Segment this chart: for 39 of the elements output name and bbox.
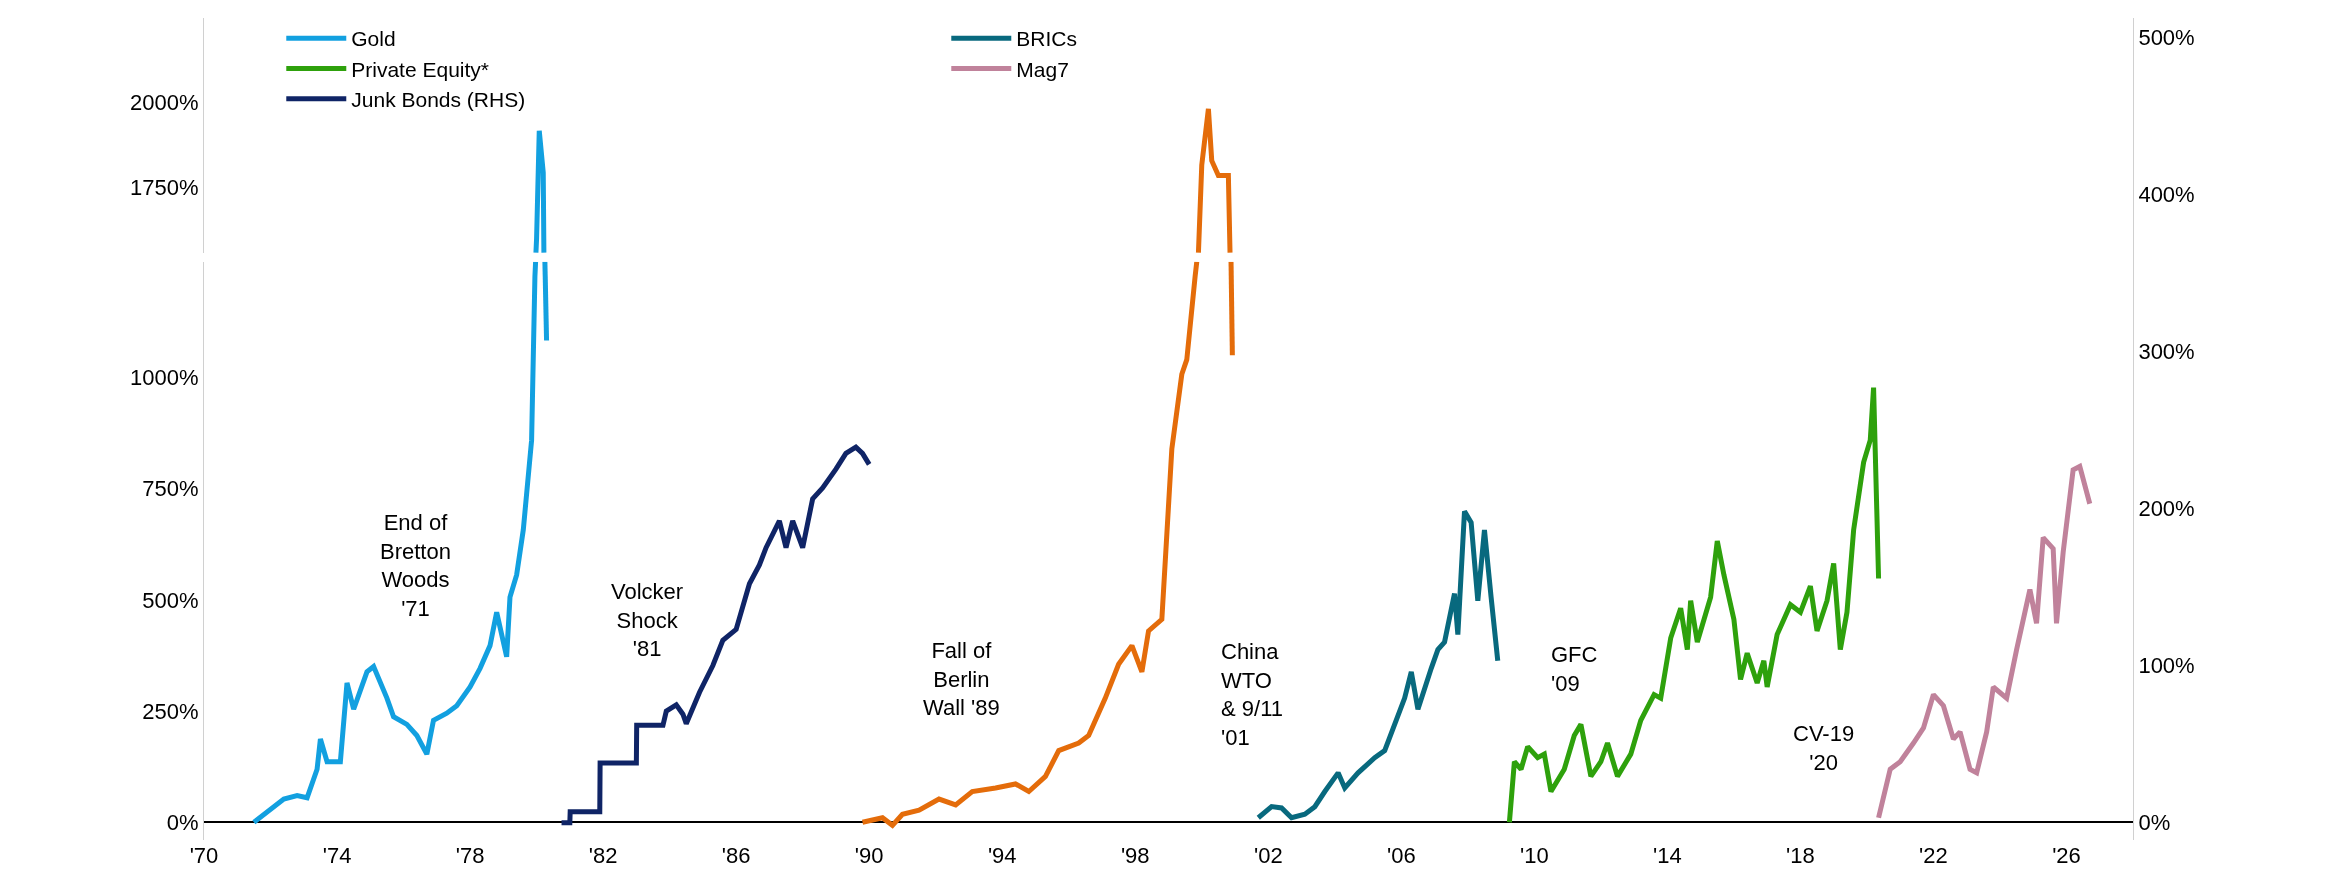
x-tick-label: '22 bbox=[1919, 843, 1948, 868]
y2-tick-label: 200% bbox=[2138, 496, 2195, 522]
y-tick-label: 500% bbox=[142, 587, 199, 613]
x-tick-label: '06 bbox=[1386, 843, 1416, 868]
x-tick-label: '02 bbox=[1253, 843, 1283, 868]
x-tick-label: '26 bbox=[2052, 843, 2081, 868]
y-tick-label: 1750% bbox=[130, 175, 199, 201]
y2-tick-label: 100% bbox=[2138, 653, 2195, 679]
x-tick-label: '18 bbox=[1786, 843, 1815, 868]
legend-label: BRICs bbox=[1016, 27, 1077, 51]
legend-label: Junk Bonds (RHS) bbox=[351, 87, 526, 111]
x-tick-label: '10 bbox=[1520, 843, 1549, 868]
x-tick-label: '86 bbox=[721, 843, 751, 868]
x-tick-label: '82 bbox=[588, 843, 618, 868]
annotation: CV-19 '20 bbox=[1793, 721, 1855, 775]
annotation: End of Bretton Woods '71 bbox=[380, 510, 451, 621]
x-tick-label: '94 bbox=[987, 843, 1017, 868]
y-tick-label: 0% bbox=[166, 809, 199, 835]
legend-label: Gold bbox=[351, 27, 396, 51]
y2-tick-label: 500% bbox=[2138, 24, 2195, 50]
y-tick-label: 2000% bbox=[130, 90, 199, 116]
x-tick-label: '14 bbox=[1653, 843, 1682, 868]
legend-label: Private Equity* bbox=[351, 57, 490, 81]
y2-tick-label: 0% bbox=[2138, 810, 2171, 836]
legend-label: Mag7 bbox=[1016, 57, 1069, 81]
x-tick-label: '98 bbox=[1120, 843, 1150, 868]
y-tick-label: 1000% bbox=[130, 365, 199, 391]
y-tick-label: 250% bbox=[142, 698, 199, 724]
y2-tick-label: 300% bbox=[2138, 338, 2195, 364]
x-tick-label: '70 bbox=[189, 843, 219, 868]
annotation: Fall of Berlin Wall '89 bbox=[923, 638, 1000, 721]
x-tick-label: '74 bbox=[322, 843, 352, 868]
y-tick-label: 750% bbox=[142, 476, 199, 502]
annotation: China WTO & 9/11 '01 bbox=[1221, 639, 1283, 750]
y2-tick-label: 400% bbox=[2138, 181, 2195, 207]
annotation: GFC '09 bbox=[1551, 642, 1598, 696]
x-tick-label: '90 bbox=[854, 843, 884, 868]
annotation: Volcker Shock '81 bbox=[611, 579, 684, 662]
x-tick-label: '78 bbox=[455, 843, 485, 868]
